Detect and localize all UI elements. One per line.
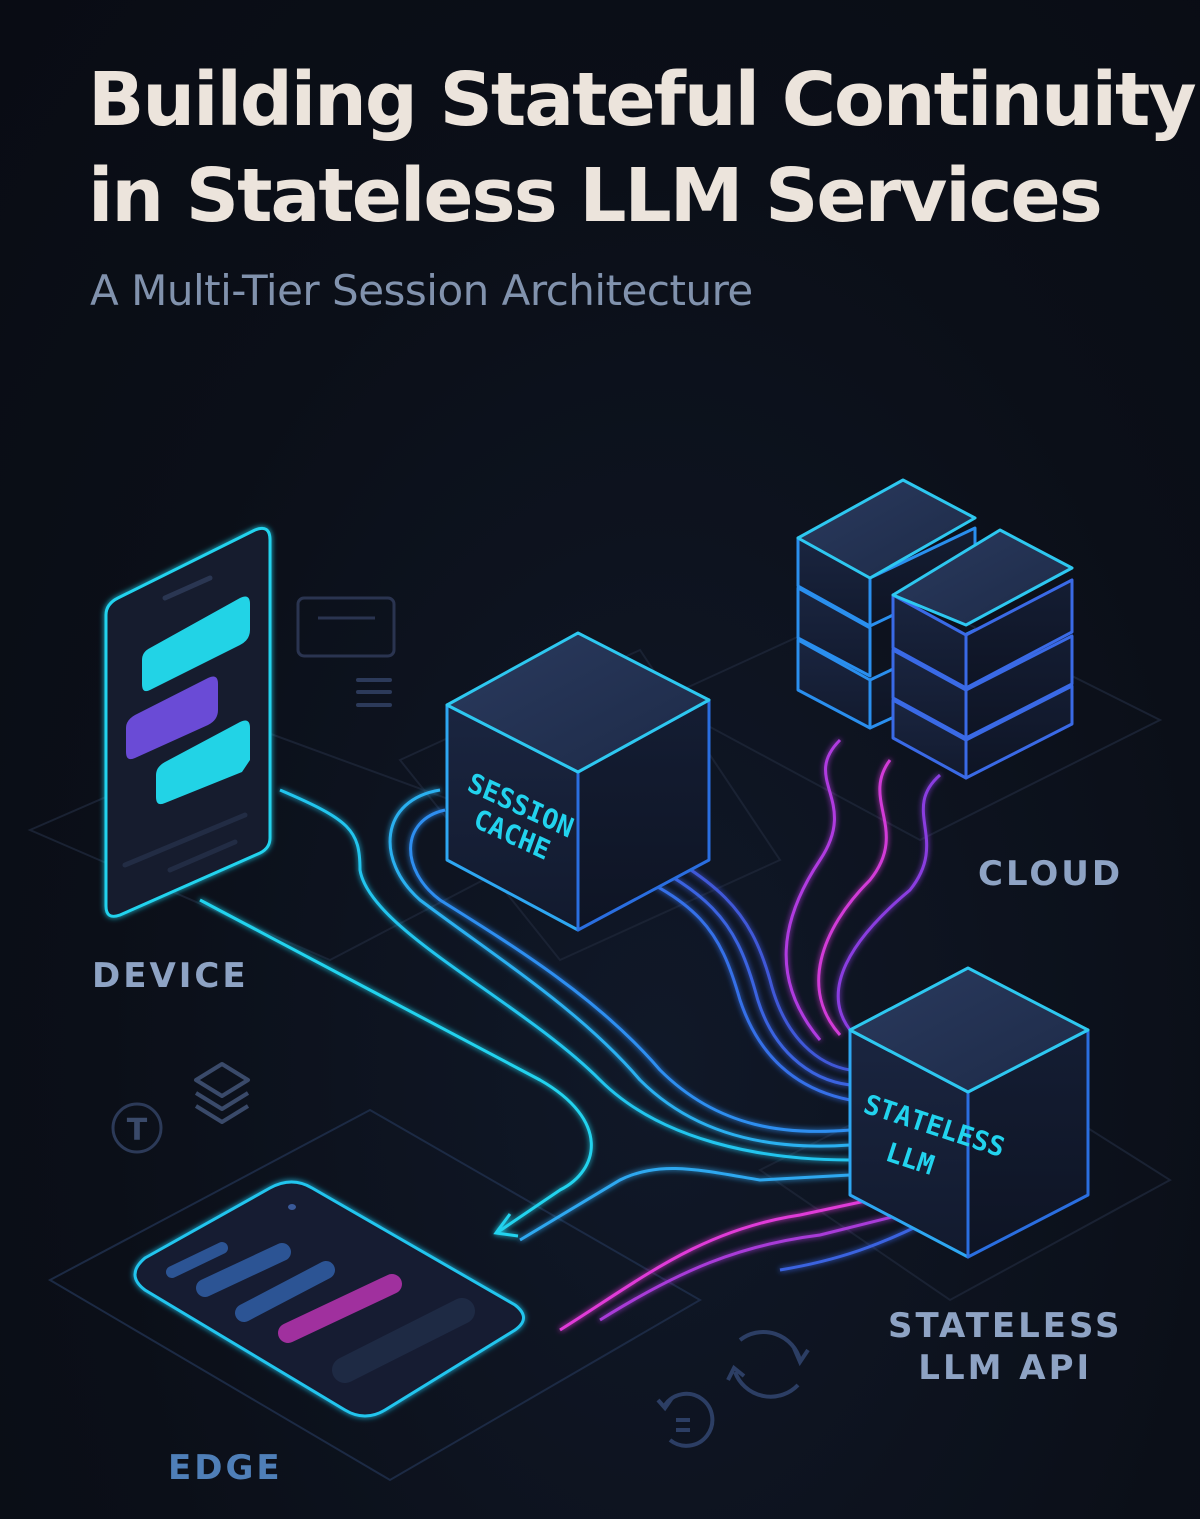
stateless-llm-cube: STATELESS LLM (848, 966, 1090, 1259)
refresh-icon (726, 1329, 810, 1399)
arrow-head (493, 1213, 519, 1238)
subtitle: A Multi-Tier Session Architecture (90, 266, 753, 315)
edge-tablet (133, 1180, 525, 1418)
menu-lines-icon (356, 678, 392, 707)
cloud-label: CLOUD (978, 854, 1124, 894)
api-label: STATELESS LLM API (888, 1305, 1122, 1389)
api-label-line-2: LLM API (918, 1348, 1093, 1388)
page-title: Building Stateful Continuity in Stateles… (88, 52, 1197, 244)
chat-bubble-cyan-2 (156, 720, 250, 805)
device-label: DEVICE (92, 956, 249, 996)
api-label-line-1: STATELESS (888, 1306, 1123, 1346)
chat-bubble-icon (296, 596, 396, 658)
phone-icon (104, 526, 272, 918)
chat-bubble-cyan-1 (142, 596, 250, 692)
layers-icon (194, 1062, 250, 1124)
token-icon: T (111, 1102, 163, 1154)
history-icon (656, 1391, 715, 1448)
edge-label: EDGE (168, 1448, 283, 1488)
flow-device-to-edge-arrow (199, 898, 593, 1234)
title-line-2: in Stateless LLM Services (88, 153, 1103, 239)
chat-bubble-purple (126, 676, 218, 760)
server-stack-icon (796, 478, 1074, 780)
session-cache-cube: SESSION CACHE (445, 631, 711, 932)
title-line-1: Building Stateful Continuity (88, 57, 1197, 143)
server-stack-front (891, 528, 1074, 780)
token-letter: T (127, 1113, 148, 1148)
